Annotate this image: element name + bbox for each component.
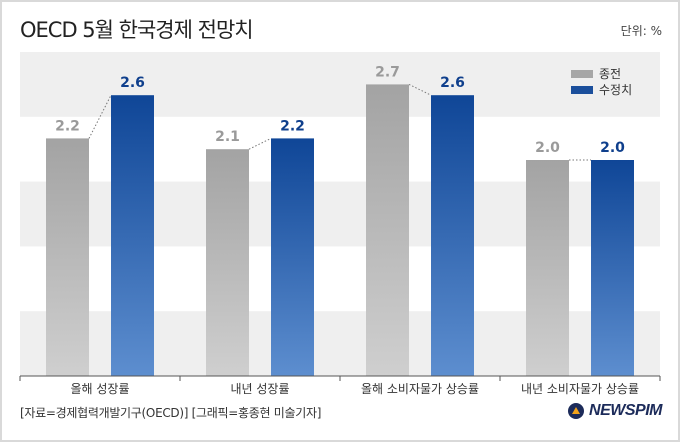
chart-title: OECD 5월 한국경제 전망치 (20, 18, 254, 42)
legend-swatch-previous (571, 70, 593, 78)
legend-label-revised: 수정치 (599, 83, 632, 97)
category-label: 내년 소비자물가 상승률 (521, 382, 639, 396)
connector-line (88, 94, 112, 139)
legend-swatch-revised (571, 86, 593, 94)
connector-line (408, 83, 432, 96)
legend: 종전 수정치 (571, 67, 632, 97)
category-label: 내년 성장률 (230, 382, 289, 396)
brand-name: NEWSPIM (589, 402, 662, 419)
value-labels: 2.2 2.6 2.1 2.2 2.7 2.6 2.0 2.0 (55, 64, 625, 156)
source-credit: [자료=경제협력개발기구(OECD)] [그래픽=홍종현 미술기자] (20, 406, 322, 420)
bar-revised (591, 160, 634, 376)
category-labels: 올해 성장률 내년 성장률 올해 소비자물가 상승률 내년 소비자물가 상승률 (70, 382, 639, 396)
bar-revised (271, 138, 314, 376)
bar-revised (431, 95, 474, 376)
category-label: 올해 성장률 (70, 382, 129, 396)
value-label-previous: 2.7 (375, 64, 400, 80)
value-label-previous: 2.2 (55, 118, 80, 134)
value-label-previous: 2.0 (535, 140, 560, 156)
bar-revised (111, 95, 154, 376)
x-axis-ticks (19, 376, 661, 381)
value-label-revised: 2.0 (600, 140, 625, 156)
bar-previous (206, 149, 249, 376)
connector-lines (88, 83, 591, 161)
bar-previous (46, 138, 89, 376)
category-label: 올해 소비자물가 상승률 (361, 382, 479, 396)
connector-line (248, 137, 272, 150)
newspim-logo-icon (568, 403, 585, 419)
value-label-previous: 2.1 (215, 129, 240, 145)
bars-group (46, 84, 634, 377)
value-label-revised: 2.6 (440, 75, 465, 91)
value-label-revised: 2.6 (120, 75, 145, 91)
bar-previous (366, 84, 409, 377)
brand-logo: NEWSPIM (567, 402, 662, 420)
unit-label: 단위: % (620, 24, 662, 38)
bar-previous (526, 160, 569, 376)
value-label-revised: 2.2 (280, 118, 305, 134)
legend-label-previous: 종전 (599, 67, 621, 81)
